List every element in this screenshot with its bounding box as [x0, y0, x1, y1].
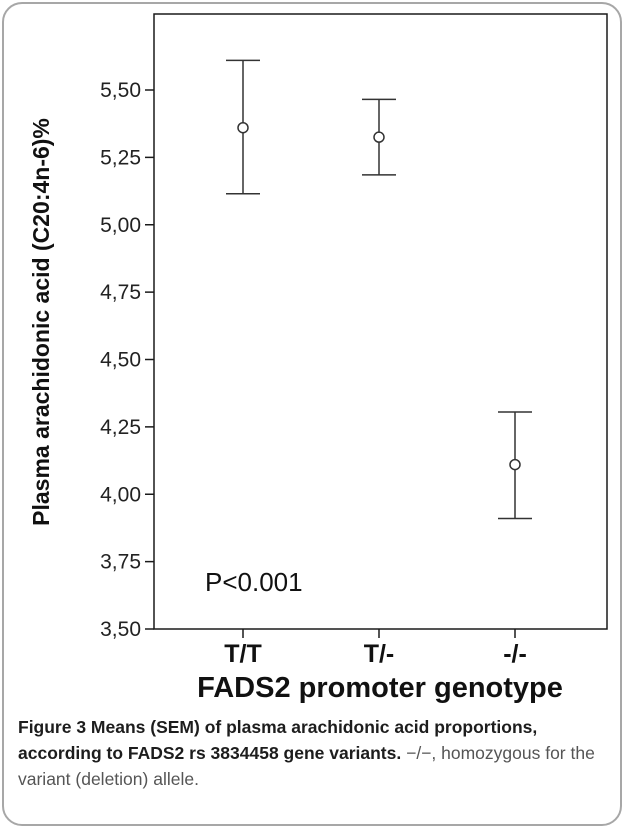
- mean-point: [509, 458, 521, 471]
- y-tick-label: 5,50: [100, 79, 141, 102]
- y-tick-label: 5,00: [100, 214, 141, 237]
- error-bar-group: [362, 98, 396, 176]
- x-tick-label: -/-: [503, 640, 527, 668]
- x-tick-label: T/T: [224, 640, 262, 668]
- mean-point: [373, 131, 385, 143]
- error-bar-group: [498, 411, 532, 520]
- y-tick-label: 5,25: [100, 146, 141, 169]
- y-tick-label: 4,25: [100, 416, 141, 439]
- chart-marks: [226, 59, 532, 520]
- x-axis-label: FADS2 promoter genotype: [197, 672, 563, 704]
- y-tick-label: 3,50: [100, 618, 141, 641]
- y-tick-label: 4,50: [100, 349, 141, 372]
- y-tick-label: 4,00: [100, 483, 141, 506]
- figure-caption: Figure 3 Means (SEM) of plasma arachidon…: [18, 714, 610, 792]
- x-axis: T/T T/- -/-: [224, 629, 527, 668]
- y-tick-label: 3,75: [100, 551, 141, 574]
- error-bar-chart: 3,50 3,75 4,00 4,25 4,50 4,75 5,00 5,25 5,50 T/T…: [28, 13, 608, 704]
- p-value-annotation: P<0.001: [205, 567, 303, 597]
- plot-area: [153, 13, 608, 630]
- caption-text: −/−, homozygous for the variant (deletio…: [18, 743, 595, 789]
- caption-title: Figure 3 Means (SEM) of plasma arachidon…: [18, 717, 538, 763]
- figure-frame: [2, 2, 622, 826]
- error-bar-group: [226, 59, 260, 195]
- x-tick-label: T/-: [364, 640, 395, 668]
- y-tick-label: 4,75: [100, 281, 141, 304]
- y-axis-label: Plasma arachidonic acid (C20:4n-6)%: [28, 118, 54, 526]
- y-axis: 3,50 3,75 4,00 4,25 4,50 4,75 5,00 5,25 5,50: [100, 79, 154, 641]
- mean-point: [237, 121, 249, 134]
